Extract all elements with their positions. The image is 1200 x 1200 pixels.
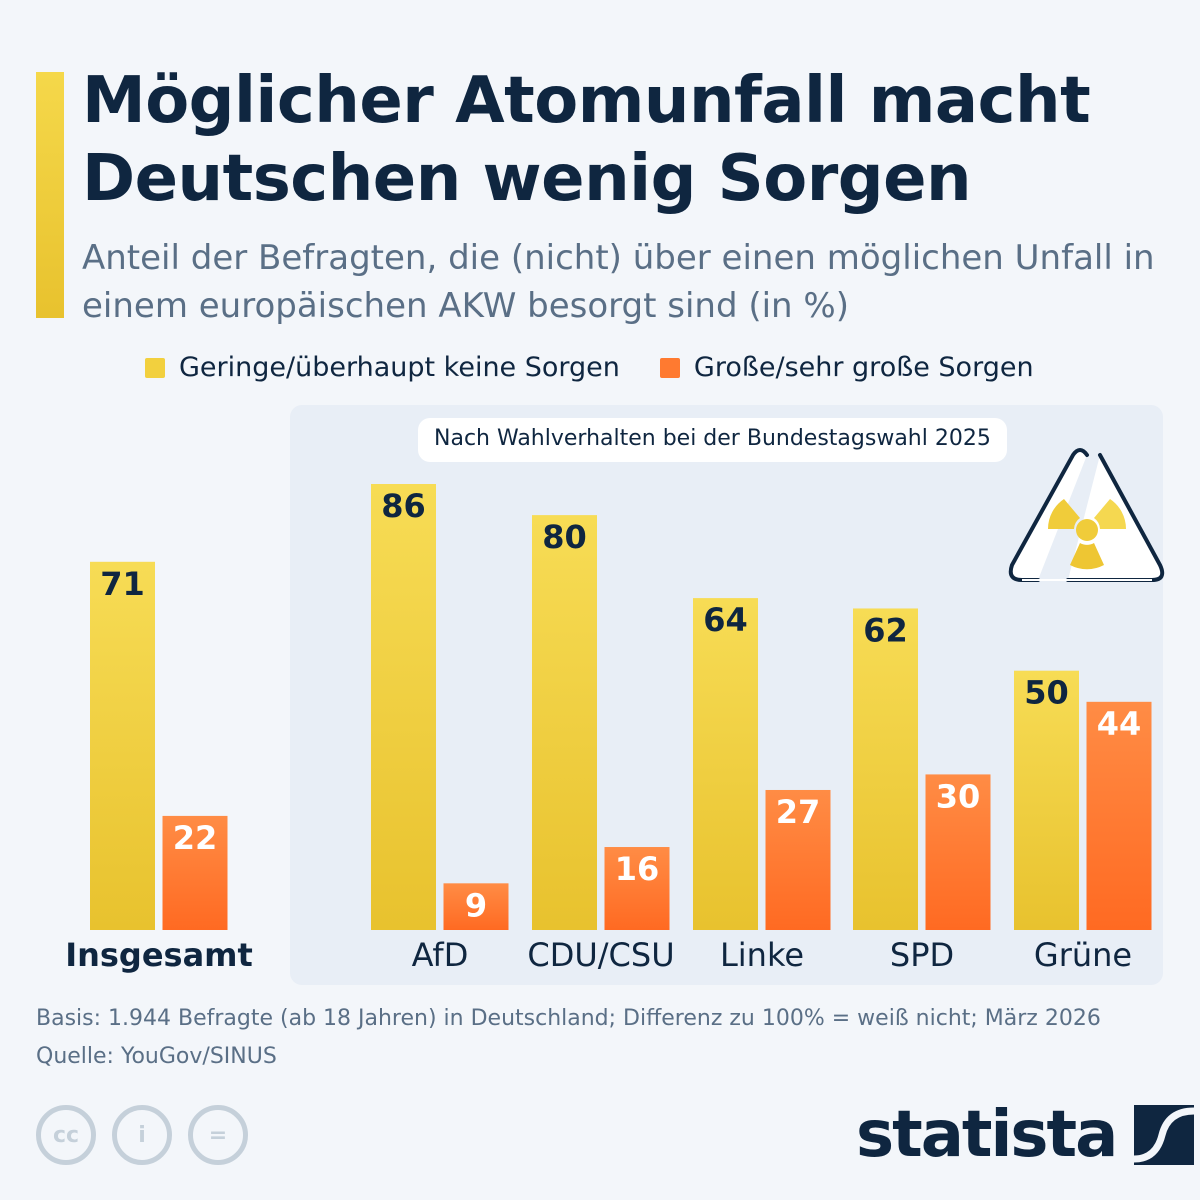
data-label: 80 — [542, 518, 587, 556]
legend-swatch — [659, 357, 680, 378]
category-label: CDU/CSU — [527, 936, 674, 974]
statista-logo-icon — [1134, 1105, 1195, 1165]
category-label: Insgesamt — [65, 936, 253, 974]
source-note: Quelle: YouGov/SINUS — [36, 1044, 277, 1069]
bar-low-concern — [1014, 670, 1079, 930]
category-label: AfD — [412, 936, 469, 974]
chart-subtitle: Anteil der Befragten, die (nicht) über e… — [82, 238, 1155, 326]
bar-low-concern — [532, 515, 597, 930]
data-label: 22 — [173, 819, 218, 857]
cc-icon: cc — [36, 1105, 96, 1165]
bar-chart: 71 22 Insgesamt 86 9 AfD 80 16 CDU/CSU 64 27 Linke 6… — [65, 448, 1165, 974]
bar-low-concern — [371, 484, 436, 930]
nd-icon: = — [188, 1105, 248, 1165]
data-label: 9 — [465, 886, 487, 924]
footer: Basis: 1.944 Befragte (ab 18 Jahren) in … — [36, 1000, 1101, 1076]
legend-item-low-concern: Geringe/überhaupt keine Sorgen — [145, 352, 620, 383]
panel-title: Nach Wahlverhalten bei der Bundestagswah… — [418, 418, 1007, 462]
bar-high-concern — [925, 774, 991, 930]
brand-name: statista — [856, 1098, 1118, 1172]
data-label: 86 — [381, 487, 426, 525]
category-label: Linke — [720, 936, 804, 974]
bar-high-concern — [162, 815, 228, 930]
data-label: 50 — [1024, 674, 1069, 712]
bar-high-concern — [765, 789, 831, 930]
data-label: 62 — [863, 611, 908, 649]
legend-label: Geringe/überhaupt keine Sorgen — [179, 352, 620, 383]
data-label: 71 — [100, 565, 145, 603]
bar-low-concern — [853, 608, 918, 930]
radiation-warning-icon — [1008, 448, 1165, 582]
bar-high-concern — [1086, 701, 1152, 930]
legend-label: Große/sehr große Sorgen — [693, 352, 1034, 383]
chart-title: Möglicher Atomunfall macht Deutschen wen… — [82, 64, 1091, 216]
license-icons[interactable]: cc i = — [36, 1105, 248, 1165]
by-icon: i — [112, 1105, 172, 1165]
bar-low-concern — [90, 561, 155, 930]
bar-high-concern — [604, 847, 670, 930]
data-label: 30 — [936, 777, 981, 815]
legend-swatch — [145, 357, 165, 378]
data-label: 27 — [776, 793, 821, 831]
data-label: 64 — [703, 601, 748, 639]
title-accent-bar — [36, 72, 64, 318]
bar-high-concern — [443, 883, 509, 930]
bar-low-concern — [693, 598, 758, 930]
data-label: 16 — [615, 850, 660, 888]
data-label: 44 — [1097, 705, 1142, 743]
category-label: SPD — [890, 936, 954, 974]
basis-note: Basis: 1.944 Befragte (ab 18 Jahren) in … — [36, 1006, 1101, 1031]
category-label: Grüne — [1034, 936, 1132, 974]
legend-item-high-concern: Große/sehr große Sorgen — [659, 352, 1034, 383]
legend: Geringe/überhaupt keine Sorgen Große/seh… — [145, 352, 1034, 383]
statista-logo: statista — [856, 1098, 1195, 1172]
